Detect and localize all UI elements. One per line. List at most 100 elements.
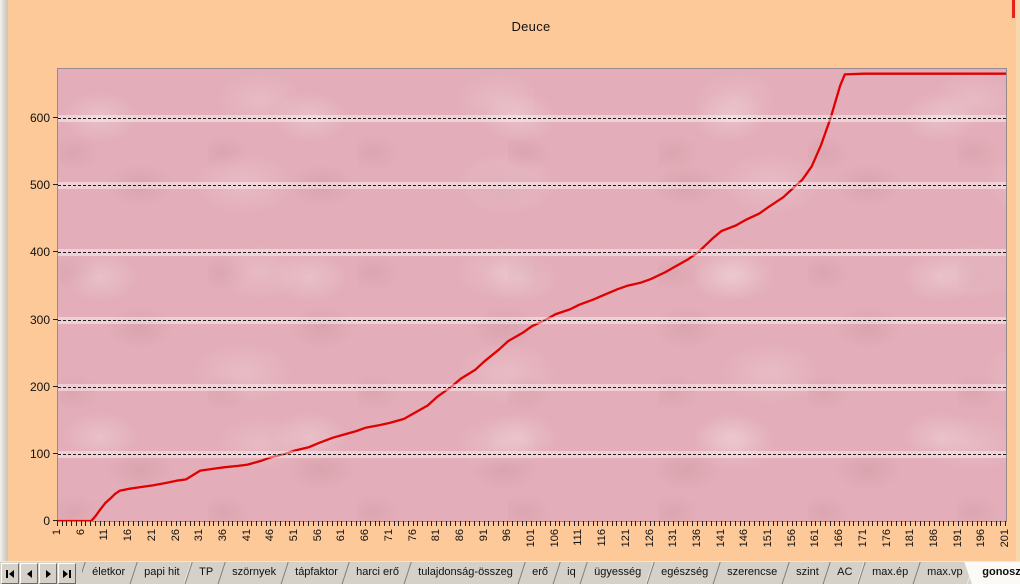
gridline [58,252,1006,254]
next-sheet-arrow-icon [45,569,51,578]
x-axis-tick-label: 46 [264,529,277,542]
sheet-tab-label: erő [532,566,549,578]
first-sheet-button[interactable] [1,563,19,584]
sheet-tab--gyess-g[interactable]: ügyesség [579,562,655,584]
x-axis-tick-label: 141 [714,529,727,548]
gridline [58,185,1006,187]
sheet-tab-tulajdons-g-sszeg[interactable]: tulajdonság-összeg [403,562,526,584]
chart-title: Deuce [511,19,551,34]
x-axis-tick-label: 56 [311,529,324,542]
x-axis-tick-label: 1 [51,529,63,536]
x-axis-tick-label: 201 [999,529,1011,548]
prev-sheet-arrow-icon [26,569,32,578]
sheet-tab-label: tulajdonság-összeg [418,566,514,578]
sheet-tab-label: papi hit [144,566,180,578]
data-series-line[interactable] [58,69,1006,521]
x-axis-tick-label: 31 [193,529,206,542]
x-axis-tick-label: 81 [430,529,443,542]
x-axis-tick-label: 186 [927,529,940,548]
sheet-tab-label: szerencse [726,566,777,578]
sheet-tab-label: tápfaktor [294,566,338,578]
sheet-tabs-list: életkor papi hit TP szörnyek tápfaktor harci … [82,562,1020,584]
x-axis-tick-label: 96 [501,529,514,542]
y-axis-tick-label: 600 [29,111,50,126]
sheet-tab-label: életkor [92,566,126,578]
last-sheet-icon [69,569,71,578]
y-axis-tick-label: 500 [29,178,50,193]
sheet-tab-harci-er-[interactable]: harci erő [341,562,412,584]
y-axis-tick [53,385,58,387]
x-axis-tick-label: 161 [809,529,822,548]
sheet-tab-bar: életkor papi hit TP szörnyek tápfaktor harci … [0,561,1020,584]
sheet-tab-label: szint [795,566,819,578]
x-axis-tick-label: 71 [382,529,395,542]
x-axis-tick-label: 86 [453,529,466,542]
x-axis-tick-label: 106 [548,529,561,548]
plot-area[interactable] [57,68,1007,522]
y-axis-tick-label: 300 [29,312,50,327]
sheet-tab-eg-szs-g[interactable]: egészség [645,562,721,584]
y-axis-tick-label: 200 [29,379,50,394]
x-axis-tick-label: 181 [904,529,917,548]
x-axis-tick-label: 26 [169,529,182,542]
gridline [58,453,1006,455]
sheet-tab-papi-hit[interactable]: papi hit [129,562,193,584]
last-sheet-button[interactable] [58,563,76,584]
prev-sheet-button[interactable] [20,563,38,584]
y-axis-tick [53,452,58,454]
sheet-tab-label: max.ép [871,566,908,578]
next-sheet-button[interactable] [39,563,57,584]
y-axis-tick [53,251,58,253]
sheet-tab-sz-rnyek[interactable]: szörnyek [216,562,289,584]
x-axis-tick-label: 121 [619,529,632,548]
y-axis-tick-label: 0 [43,514,50,528]
x-axis-tick-label: 16 [122,529,135,542]
x-axis-tick-label: 156 [785,529,798,548]
x-axis-tick-label: 21 [145,529,158,542]
sheet-tab-max-p[interactable]: max.ép [856,562,921,584]
x-axis-tick-label: 151 [762,529,774,548]
sheet-tab-t-pfaktor[interactable]: tápfaktor [279,562,351,584]
x-axis-tick-label: 166 [833,529,846,548]
sheet-tab-label: ügyesség [594,566,642,578]
sheet-tab-label: TP [198,566,213,578]
sheet-tab-szerencse[interactable]: szerencse [711,562,790,584]
y-axis-tick [53,184,58,186]
y-axis-tick-label: 400 [29,245,50,260]
x-axis-tick-label: 146 [738,529,751,548]
x-axis-tick-label: 66 [359,529,372,542]
gridline [58,386,1006,388]
x-axis-tick-label: 36 [216,529,229,542]
window-left-edge [0,0,8,561]
gridline [58,319,1006,321]
x-axis-tick-label: 76 [406,529,419,542]
x-axis-tick-label: 176 [880,529,893,548]
x-axis-tick-label: 191 [951,529,964,548]
x-axis-tick-label: 41 [240,529,253,542]
sheet-tab-label: iq [567,566,576,578]
y-axis-tick-label: 100 [29,446,50,461]
sheet-tab-label: max.vp [926,566,963,578]
sheet-tab-label: AC [837,566,853,578]
x-axis-tick-label: 126 [643,529,656,548]
x-axis-tick-label: 171 [856,529,869,548]
x-axis-tick-label: 111 [572,529,585,546]
sheet-tab-label: szörnyek [231,566,276,578]
x-axis-tick-label: 51 [288,529,300,542]
x-axis-tick-label: 6 [74,529,87,536]
first-sheet-arrow-icon [9,569,14,578]
window-corner-mark [1012,0,1015,18]
x-axis-tick-label: 136 [690,529,703,548]
y-axis-tick [53,520,58,521]
y-axis-tick [53,318,58,320]
x-axis-tick-label: 116 [596,529,609,547]
x-axis-tick-label: 91 [477,529,490,542]
sheet-tab-gonoszs-g[interactable]: gonoszság [964,562,1020,584]
sheet-tab-label: gonoszság [982,566,1020,578]
window-right-edge [1016,0,1020,561]
x-axis-tick-label: 61 [335,529,348,542]
x-axis-tick-label: 11 [98,529,111,541]
x-axis-tick-label: 196 [975,529,988,548]
sheet-tab-label: harci erő [356,566,400,578]
